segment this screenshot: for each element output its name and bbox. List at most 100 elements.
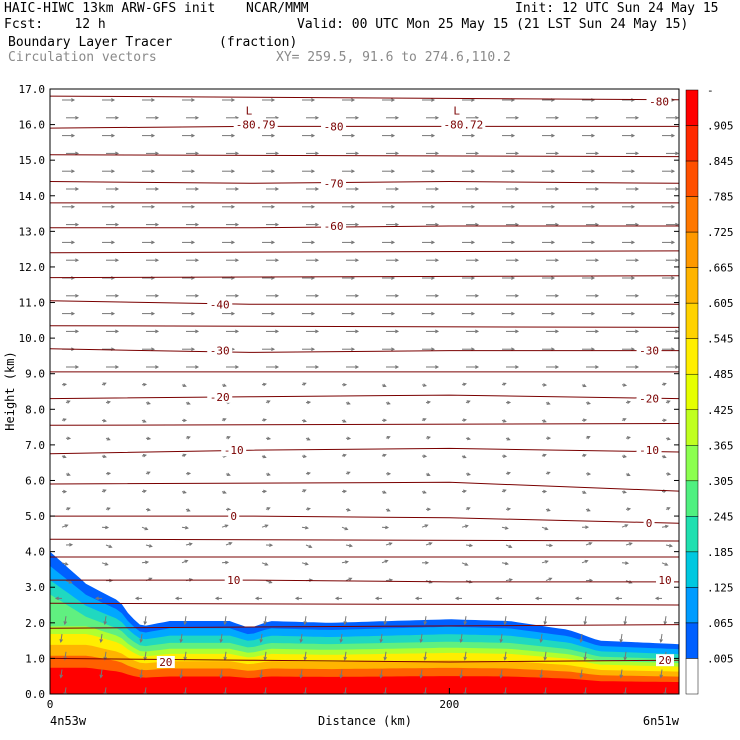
circulation-vector-head [187,471,192,476]
circulation-vector-head [579,674,583,679]
circulation-vector-head [191,204,196,209]
contour-label: 20 [658,654,671,667]
circulation-vector-head [103,656,108,661]
circulation-vector-head [543,489,548,494]
circulation-vector-head [675,151,679,156]
circulation-vector-head [546,401,551,405]
circulation-vector [100,669,103,678]
circulation-vector-head [462,382,467,387]
circulation-vector-head [195,115,200,120]
temperature-contour [50,481,679,492]
circulation-vector-head [551,240,556,245]
circulation-vector-head [346,401,351,405]
circulation-vector-head [315,222,320,227]
circulation-vector-head [302,489,307,493]
circulation-vector-head [383,656,388,661]
temperature-contour [50,447,679,455]
circulation-vector-head [191,311,196,316]
circulation-vector-head [423,454,428,458]
circulation-vector-head [506,471,511,476]
circulation-vector [300,633,303,642]
circulation-vector-head [515,293,520,298]
circulation-vector-head [115,151,120,156]
circulation-vector-head [355,365,360,369]
circulation-vector [504,616,507,625]
circulation-vector-head [235,222,240,227]
minimum-value: -80.72 [443,119,483,132]
contour-label: -70 [324,177,344,190]
circulation-vector-head [102,489,107,493]
circulation-vector-head [625,561,630,565]
circulation-vector [580,633,583,642]
temperature-contour [50,325,679,328]
circulation-vector-head [502,489,507,493]
circulation-vector-head [195,258,200,263]
circulation-vector-head [462,454,467,459]
circulation-vector-head [222,418,227,422]
circulation-vector-head [471,133,476,138]
circulation-vector-head [595,329,600,334]
circulation-vector-head [543,656,547,661]
circulation-vector-head [264,562,269,566]
circulation-vector-head [635,115,640,120]
temperature-contour [50,394,679,400]
circulation-vector-head [68,580,73,584]
circulation-vector-head [294,596,299,601]
colorbar-label: .845 [707,155,734,168]
circulation-vector-head [587,472,592,476]
circulation-vector [304,616,307,625]
circulation-vector-head [262,418,267,422]
circulation-vector [584,616,587,625]
circulation-vector-head [263,656,268,661]
circulation-vector-head [225,560,230,565]
circulation-vector-head [422,490,427,494]
circulation-vector-head [139,638,144,643]
circulation-vector-head [462,418,467,422]
circulation-vector-head [144,526,149,531]
circulation-vector [580,669,583,678]
contour-label: -10 [224,444,244,457]
circulation-vector [504,651,507,660]
circulation-vector-head [355,187,360,191]
contour-label: -60 [324,220,344,233]
circulation-vector-head [275,187,280,191]
circulation-vector-head [99,674,104,679]
circulation-vector-head [315,258,320,263]
circulation-vector-head [59,674,63,679]
circulation-vector-head [666,400,671,404]
x-start-location: 4n53w [50,714,87,728]
circulation-vector-head [431,98,436,102]
y-tick-label: 4.0 [25,546,45,559]
circulation-vector-head [223,621,228,626]
circulation-vector-head [71,98,76,102]
circulation-vector-head [499,674,504,679]
circulation-vector-head [539,674,543,679]
contour-label-bg [643,517,655,530]
colorbar-label: .785 [707,191,734,204]
circulation-vector-head [146,507,151,512]
circulation-vector-head [111,98,116,102]
temperature-contour [50,538,679,542]
circulation-vector-head [666,472,672,476]
circulation-vector-head [355,222,360,227]
circulation-vector-head [115,329,120,334]
circulation-vector-head [179,674,184,679]
circulation-vector-head [475,258,480,263]
circulation-vector-head [183,418,188,423]
circulation-vector-head [344,526,349,531]
circulation-vector-head [471,98,476,102]
temperature-contour [50,348,679,353]
colorbar-swatch [685,196,699,233]
circulation-vector-head [191,98,196,102]
contour-label-bg [636,444,662,457]
circulation-vector [660,669,663,678]
circulation-vector [460,669,463,678]
y-tick-label: 1.0 [25,652,45,665]
circulation-vector [544,651,547,660]
circulation-vector-head [306,507,311,511]
circulation-vector-head [67,436,72,441]
circulation-vector-head [75,222,80,227]
circulation-vector-head [231,169,236,174]
circulation-vector-head [671,133,676,138]
